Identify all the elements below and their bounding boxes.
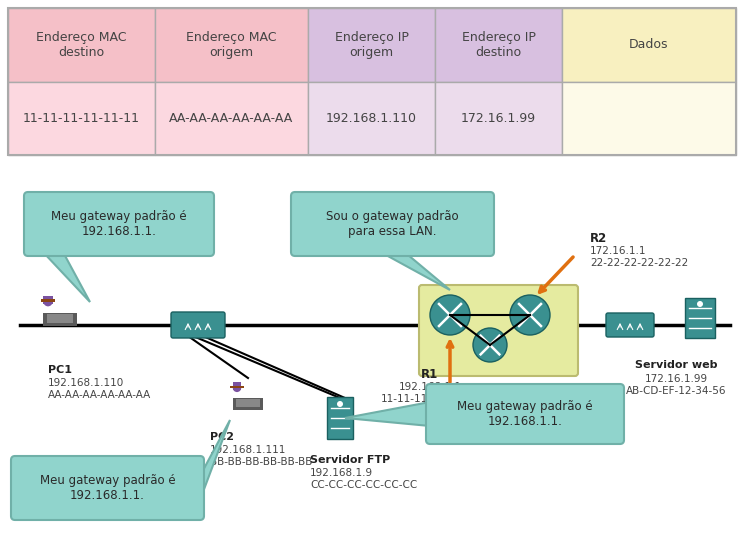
FancyBboxPatch shape [24, 192, 214, 256]
Text: 192.168.1.110: 192.168.1.110 [326, 112, 417, 125]
FancyBboxPatch shape [419, 285, 578, 376]
Text: Meu gateway padrão é
192.168.1.1.: Meu gateway padrão é 192.168.1.1. [457, 400, 593, 428]
Text: 172.16.1.99
AB-CD-EF-12-34-56: 172.16.1.99 AB-CD-EF-12-34-56 [626, 374, 726, 396]
Text: Meu gateway padrão é
192.168.1.1.: Meu gateway padrão é 192.168.1.1. [51, 210, 187, 238]
Circle shape [430, 295, 470, 335]
FancyBboxPatch shape [606, 313, 654, 337]
Text: Meu gateway padrão é
192.168.1.1.: Meu gateway padrão é 192.168.1.1. [39, 474, 176, 502]
Text: R2: R2 [590, 232, 607, 245]
Ellipse shape [233, 384, 241, 392]
Circle shape [337, 401, 343, 407]
FancyBboxPatch shape [426, 384, 624, 444]
Text: R1: R1 [421, 368, 439, 381]
Text: Sou o gateway padrão
para essa LAN.: Sou o gateway padrão para essa LAN. [326, 210, 459, 238]
Bar [155, 8, 308, 82]
Text: Endereço MAC
origem: Endereço MAC origem [186, 31, 277, 59]
Bar [43, 312, 77, 326]
Text: PC2: PC2 [210, 432, 234, 442]
Text: 192.168.1.111
BB-BB-BB-BB-BB-BB: 192.168.1.111 BB-BB-BB-BB-BB-BB [210, 445, 312, 467]
Text: Servidor FTP: Servidor FTP [310, 455, 391, 465]
Bar [236, 399, 260, 407]
Text: Servidor web: Servidor web [635, 360, 717, 370]
Bar [8, 82, 155, 155]
Text: AA-AA-AA-AA-AA-AA: AA-AA-AA-AA-AA-AA [170, 112, 294, 125]
FancyBboxPatch shape [327, 397, 353, 439]
Bar [233, 382, 241, 390]
Bar [43, 296, 53, 304]
Bar [308, 82, 435, 155]
Text: 11-11-11-11-11-11: 11-11-11-11-11-11 [23, 112, 140, 125]
FancyBboxPatch shape [685, 298, 715, 338]
FancyBboxPatch shape [291, 192, 494, 256]
Text: 172.16.1.1
22-22-22-22-22-22: 172.16.1.1 22-22-22-22-22-22 [590, 246, 688, 268]
Circle shape [510, 295, 550, 335]
Bar [155, 82, 308, 155]
Text: Dados: Dados [629, 38, 669, 52]
Text: PC1: PC1 [48, 365, 72, 375]
Bar [47, 314, 73, 323]
Text: Endereço MAC
destino: Endereço MAC destino [36, 31, 126, 59]
Bar [8, 8, 155, 82]
Text: 192.168.1.1
11-11-11-11-11-11: 192.168.1.1 11-11-11-11-11-11 [381, 382, 479, 403]
Text: Endereço IP
origem: Endereço IP origem [335, 31, 408, 59]
Text: Endereço IP
destino: Endereço IP destino [461, 31, 536, 59]
Bar [8, 8, 736, 155]
Bar [41, 299, 55, 302]
Polygon shape [200, 420, 230, 500]
Bar [308, 8, 435, 82]
Text: 192.168.1.110
AA-AA-AA-AA-AA-AA: 192.168.1.110 AA-AA-AA-AA-AA-AA [48, 378, 151, 400]
Polygon shape [380, 252, 450, 290]
Text: 192.168.1.9
CC-CC-CC-CC-CC-CC: 192.168.1.9 CC-CC-CC-CC-CC-CC [310, 468, 417, 490]
Bar [233, 398, 263, 410]
Bar [562, 82, 736, 155]
Bar [435, 8, 562, 82]
Polygon shape [43, 252, 90, 302]
FancyBboxPatch shape [11, 456, 204, 520]
Ellipse shape [43, 297, 53, 306]
FancyBboxPatch shape [171, 312, 225, 338]
Bar [562, 8, 736, 82]
Polygon shape [345, 402, 430, 426]
Circle shape [697, 301, 703, 307]
Circle shape [473, 328, 507, 362]
Text: 172.16.1.99: 172.16.1.99 [461, 112, 536, 125]
Bar [435, 82, 562, 155]
Bar [231, 386, 243, 388]
